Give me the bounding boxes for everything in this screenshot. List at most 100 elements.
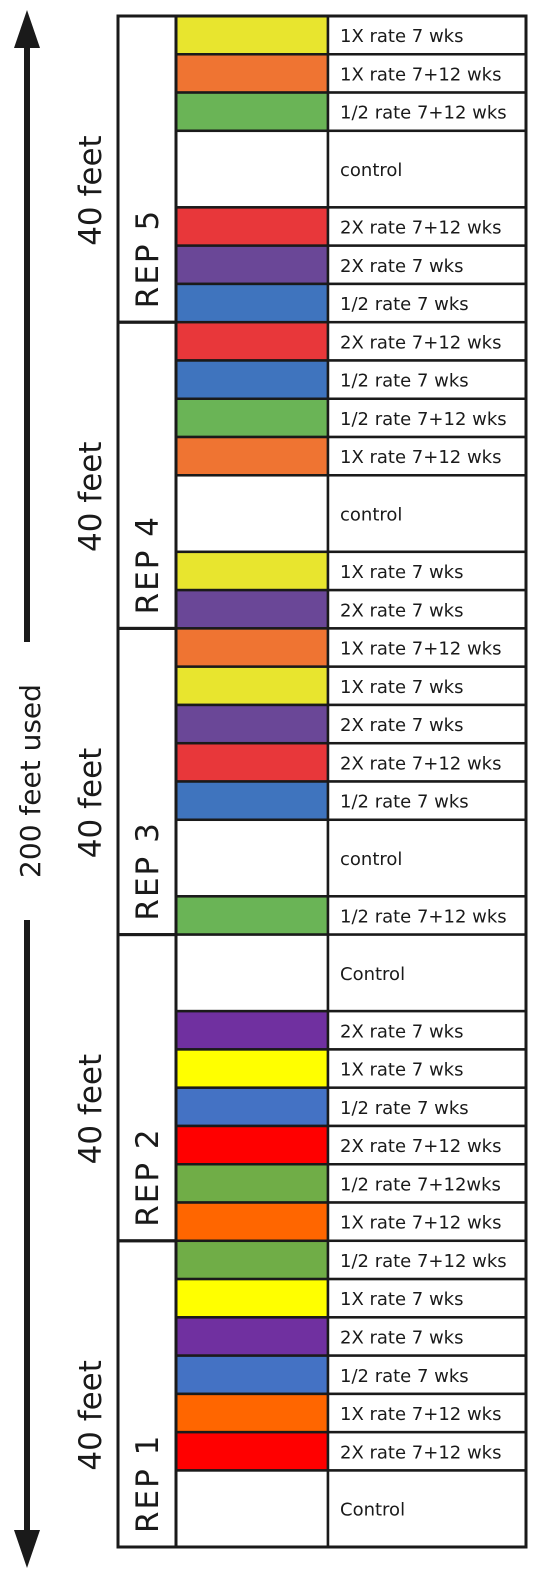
treatment-row: 1X rate 7 wks xyxy=(174,14,528,56)
treatment-label: control xyxy=(340,849,402,870)
rep-label: REP 1 xyxy=(130,1434,166,1533)
treatment-label: 1X rate 7 wks xyxy=(340,1289,464,1310)
arrow-down-icon xyxy=(14,1530,40,1568)
treatment-label: 2X rate 7 wks xyxy=(340,1021,464,1042)
treatment-row: 2X rate 7 wks xyxy=(174,1009,528,1051)
treatment-label-cell xyxy=(326,1201,528,1243)
treatment-color-swatch xyxy=(174,665,330,707)
treatment-row: 1/2 rate 7 wks xyxy=(174,359,528,401)
treatment-label: 2X rate 7+12 wks xyxy=(340,218,501,239)
treatment-color-swatch xyxy=(174,1124,330,1166)
treatment-color-swatch xyxy=(174,1316,330,1357)
rep-block: 1X rate 7 wks 1X rate 7+12 wks 1/2 rate 7+… xyxy=(73,14,528,324)
treatment-row: 1X rate 7+12 wks xyxy=(174,627,528,668)
treatment-label-cell xyxy=(326,1048,528,1089)
rep-block: 1X rate 7+12 wks 1X rate 7 wks 2X rate 7 w… xyxy=(73,626,528,937)
treatment-label: 1/2 rate 7+12 wks xyxy=(340,906,507,927)
treatment-label-cell xyxy=(326,435,528,477)
treatment-color-swatch xyxy=(174,397,330,439)
rep-block: Control 2X rate 7 wks 1X rate 7 wks 1/2 rat… xyxy=(73,933,528,1243)
treatment-label: 1X rate 7 wks xyxy=(340,562,464,583)
treatment-label: 1X rate 7 wks xyxy=(340,1060,464,1081)
treatment-label: 2X rate 7+12 wks xyxy=(340,753,501,774)
treatment-row: Control xyxy=(174,1469,528,1549)
treatment-row: 2X rate 7 wks xyxy=(174,588,528,630)
total-length-indicator: 200 feet used xyxy=(14,10,47,1568)
treatment-row: 2X rate 7+12 wks xyxy=(174,1124,528,1166)
rep-length-label: 40 feet xyxy=(73,1054,109,1165)
treatment-color-swatch xyxy=(174,1277,330,1319)
treatment-label-cell xyxy=(326,780,528,822)
rep-label: REP 5 xyxy=(130,209,166,308)
treatment-row: 1/2 rate 7 wks xyxy=(174,780,528,822)
treatment-label: 2X rate 7 wks xyxy=(340,256,464,277)
treatment-color-swatch xyxy=(174,933,330,1013)
treatment-row: 1/2 rate 7+12 wks xyxy=(174,397,528,439)
treatment-label: 1/2 rate 7 wks xyxy=(340,792,469,813)
treatment-color-swatch xyxy=(174,282,330,324)
treatment-label: 1X rate 7+12 wks xyxy=(340,64,501,85)
treatment-color-swatch xyxy=(174,14,330,56)
treatment-label-cell xyxy=(326,703,528,745)
treatment-color-swatch xyxy=(174,1048,330,1089)
treatment-color-swatch xyxy=(174,91,330,133)
treatment-label: 2X rate 7 wks xyxy=(340,715,464,736)
treatment-color-swatch xyxy=(174,895,330,936)
rep-block: 2X rate 7+12 wks 1/2 rate 7 wks 1/2 rate 7… xyxy=(73,320,528,630)
treatment-color-swatch xyxy=(174,588,330,630)
treatment-row: 1X rate 7 wks xyxy=(174,550,528,592)
treatment-label-cell xyxy=(326,474,528,554)
treatment-color-swatch xyxy=(174,1009,330,1051)
treatment-color-swatch xyxy=(174,627,330,668)
treatment-row: 1/2 rate 7 wks xyxy=(174,1086,528,1128)
treatment-label-cell xyxy=(326,741,528,783)
treatment-color-swatch xyxy=(174,1239,330,1281)
treatment-color-swatch xyxy=(174,1201,330,1243)
treatment-label: Control xyxy=(340,964,405,985)
treatment-label-cell xyxy=(326,91,528,133)
rep-block: 1/2 rate 7+12 wks 1X rate 7 wks 2X rate 7 … xyxy=(73,1239,528,1549)
treatment-row: 2X rate 7+12 wks xyxy=(174,320,528,362)
rep-label: REP 3 xyxy=(130,821,166,920)
treatment-color-swatch xyxy=(174,320,330,362)
treatment-color-swatch xyxy=(174,818,330,898)
treatment-row: control xyxy=(174,129,528,209)
treatment-label-cell xyxy=(326,1163,528,1204)
treatment-row: 1X rate 7+12 wks xyxy=(174,1392,528,1434)
treatment-label: 1X rate 7+12 wks xyxy=(340,1404,501,1425)
treatment-label: Control xyxy=(340,1500,405,1521)
treatment-row: 1X rate 7+12 wks xyxy=(174,1201,528,1243)
treatment-label: 1/2 rate 7+12 wks xyxy=(340,409,507,430)
treatment-label: control xyxy=(340,505,402,526)
treatment-color-swatch xyxy=(174,1430,330,1472)
treatment-color-swatch xyxy=(174,780,330,822)
treatment-label: 2X rate 7+12 wks xyxy=(340,1442,501,1463)
treatment-label-cell xyxy=(326,359,528,401)
treatment-label: 2X rate 7 wks xyxy=(340,1327,464,1348)
treatment-label: 1/2 rate 7 wks xyxy=(340,371,469,392)
treatment-row: 2X rate 7+12 wks xyxy=(174,206,528,247)
treatment-label: 1X rate 7+12 wks xyxy=(340,639,501,660)
treatment-color-swatch xyxy=(174,359,330,401)
treatment-label-cell xyxy=(326,244,528,286)
treatment-color-swatch xyxy=(174,703,330,745)
treatment-row: 2X rate 7+12 wks xyxy=(174,741,528,783)
treatment-color-swatch xyxy=(174,1354,330,1396)
treatment-row: 1X rate 7 wks xyxy=(174,1048,528,1089)
treatment-color-swatch xyxy=(174,435,330,477)
treatment-row: 1X rate 7 wks xyxy=(174,1277,528,1319)
treatment-color-swatch xyxy=(174,244,330,286)
arrow-up-icon xyxy=(14,10,40,48)
treatment-row: 2X rate 7+12 wks xyxy=(174,1430,528,1472)
treatment-color-swatch xyxy=(174,1469,330,1549)
treatment-color-swatch xyxy=(174,129,330,209)
rep-length-label: 40 feet xyxy=(73,135,109,246)
treatment-label: 1/2 rate 7 wks xyxy=(340,294,469,315)
treatment-row: 2X rate 7 wks xyxy=(174,244,528,286)
treatment-color-swatch xyxy=(174,53,330,94)
treatment-row: control xyxy=(174,474,528,554)
treatment-row: 1X rate 7 wks xyxy=(174,665,528,707)
treatment-label: control xyxy=(340,160,402,181)
treatment-label: 1X rate 7+12 wks xyxy=(340,1213,501,1234)
